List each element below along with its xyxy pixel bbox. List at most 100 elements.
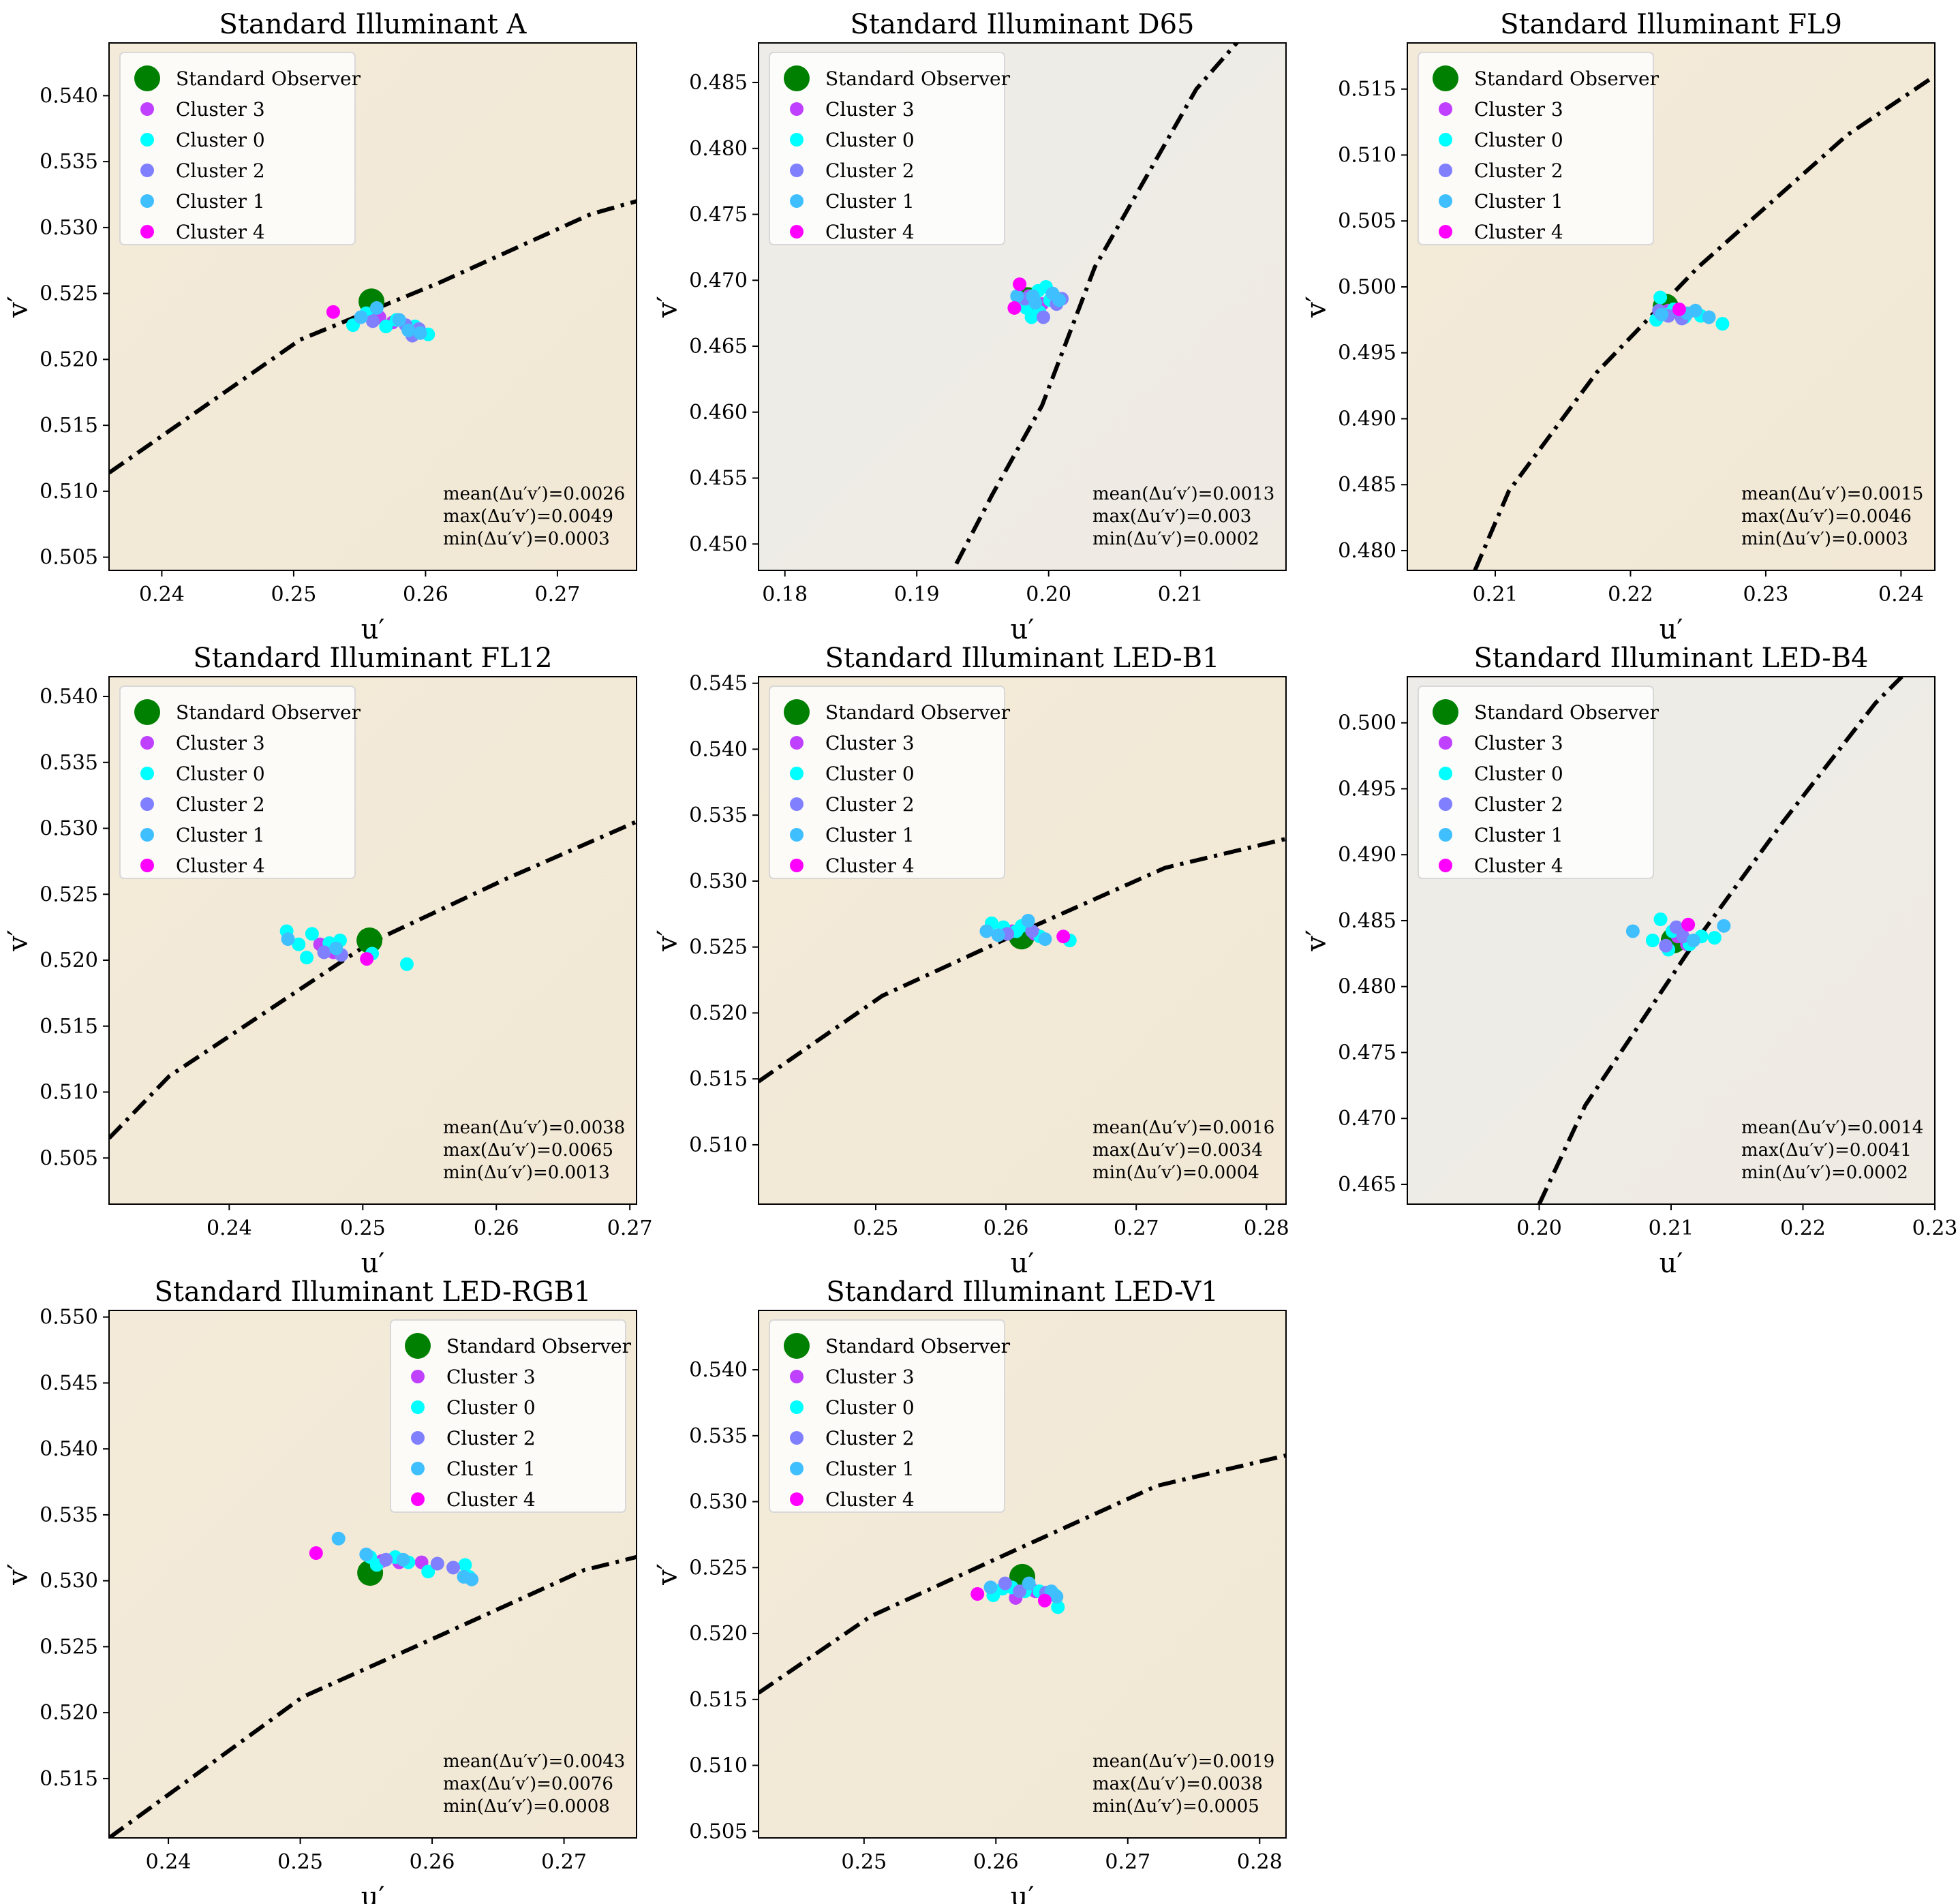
y-tick-label: 0.510: [689, 1754, 748, 1778]
legend: Standard Observer Cluster 3 Cluster 0 Clust…: [390, 1319, 632, 1513]
cluster-4-point: [1056, 930, 1071, 944]
y-tick-label: 0.495: [1338, 341, 1396, 365]
y-tick-label: 0.545: [40, 1371, 98, 1395]
y-tick-label: 0.520: [40, 949, 98, 972]
legend-label: Cluster 4: [1474, 221, 1563, 243]
cluster-1-point: [1688, 303, 1702, 318]
cluster-1-point: [1625, 924, 1640, 938]
cluster-1-point: [354, 310, 368, 324]
cluster-0-point: [458, 1558, 472, 1572]
x-tick-label: 0.22: [1780, 1216, 1826, 1240]
legend-box: [769, 1319, 1005, 1513]
legend-marker-cluster-3: [1439, 102, 1452, 116]
cluster-1-point: [983, 1580, 998, 1595]
y-tick-label: 0.510: [40, 480, 98, 504]
legend-label: Cluster 3: [825, 98, 915, 121]
cluster-0-point: [1653, 290, 1668, 305]
cluster-1-point: [991, 928, 1005, 942]
cluster-4-point: [309, 1546, 323, 1561]
x-tick-label: 0.25: [271, 583, 317, 606]
legend-label: Cluster 1: [446, 1458, 536, 1480]
x-tick-label: 0.27: [1114, 1216, 1159, 1240]
x-axis-label: u′: [361, 614, 385, 645]
cluster-1-point: [1655, 307, 1669, 322]
legend-label: Cluster 2: [1474, 159, 1563, 182]
cluster-4-point: [360, 952, 374, 966]
legend-label: Cluster 2: [446, 1427, 536, 1449]
y-tick-label: 0.525: [689, 936, 748, 959]
legend-marker-standard-observer: [134, 699, 160, 725]
legend-label: Cluster 0: [825, 1396, 915, 1419]
y-tick-label: 0.525: [40, 282, 98, 306]
y-axis-label: v′: [652, 930, 684, 952]
x-tick-label: 0.27: [1105, 1850, 1150, 1874]
x-axis-label: u′: [361, 1882, 385, 1904]
x-tick-label: 0.26: [410, 1850, 455, 1874]
x-tick-label: 0.27: [607, 1216, 653, 1240]
legend-marker-cluster-0: [1439, 133, 1452, 147]
cluster-0-point: [1653, 912, 1668, 927]
legend-label: Cluster 2: [825, 159, 915, 182]
legend-marker-cluster-3: [411, 1370, 425, 1383]
y-tick-label: 0.475: [1338, 1041, 1396, 1064]
legend-marker-cluster-2: [140, 797, 154, 811]
y-tick-label: 0.480: [689, 137, 748, 161]
legend-marker-cluster-4: [1439, 859, 1452, 872]
legend-marker-cluster-2: [790, 164, 804, 177]
cluster-0-point: [379, 320, 393, 334]
legend-marker-cluster-2: [1439, 797, 1452, 811]
y-tick-label: 0.525: [40, 1635, 98, 1659]
cluster-4-point: [1681, 917, 1696, 932]
x-tick-label: 0.28: [1244, 1216, 1289, 1240]
legend-label: Cluster 1: [1474, 824, 1563, 846]
legend-label: Cluster 0: [1474, 129, 1563, 151]
y-axis-label: v′: [1301, 930, 1332, 952]
x-axis-label: u′: [1011, 1248, 1035, 1279]
legend-marker-cluster-0: [1439, 767, 1452, 780]
legend-marker-cluster-4: [411, 1492, 425, 1506]
stat-annotation: mean(Δu′v′)=0.0013: [1092, 484, 1274, 504]
chart-panel: 0.24 0.25 0.26 0.27 0.515 0.520 0.525 0.530 0.53…: [3, 1276, 637, 1904]
cluster-1-point: [1702, 310, 1716, 324]
y-tick-label: 0.515: [40, 1767, 98, 1791]
legend-label: Cluster 0: [825, 129, 915, 151]
planckian-locus-line: [109, 199, 637, 475]
y-tick-label: 0.505: [40, 1146, 98, 1170]
legend-marker-standard-observer: [784, 1333, 810, 1359]
legend-box: [769, 686, 1005, 879]
y-tick-label: 0.540: [40, 685, 98, 709]
x-tick-label: 0.24: [146, 1850, 192, 1874]
x-tick-label: 0.21: [1158, 583, 1204, 606]
y-tick-label: 0.550: [40, 1306, 98, 1330]
legend: Standard Observer Cluster 3 Cluster 0 Clust…: [1418, 686, 1659, 879]
y-tick-label: 0.545: [689, 672, 748, 696]
x-tick-label: 0.26: [403, 583, 448, 606]
x-axis-label: u′: [1011, 614, 1035, 645]
stat-annotation: min(Δu′v′)=0.0003: [443, 529, 610, 549]
y-tick-label: 0.530: [40, 817, 98, 841]
stat-annotation: max(Δu′v′)=0.0034: [1092, 1140, 1263, 1161]
legend-label: Cluster 0: [176, 129, 265, 151]
y-tick-label: 0.530: [689, 1490, 748, 1514]
legend-label: Cluster 3: [176, 732, 265, 754]
legend-label: Cluster 2: [176, 159, 265, 182]
chart-panel: 0.18 0.19 0.20 0.21 0.450 0.455 0.460 0.465 0.47…: [652, 9, 1287, 645]
y-tick-label: 0.450: [689, 532, 748, 556]
planckian-locus-line: [109, 1554, 637, 1838]
stat-annotation: max(Δu′v′)=0.0049: [443, 506, 613, 527]
legend-label: Cluster 3: [176, 98, 265, 121]
cluster-0-point: [1051, 1600, 1065, 1614]
stat-annotation: max(Δu′v′)=0.0038: [1092, 1774, 1263, 1794]
y-tick-label: 0.525: [689, 1556, 748, 1580]
x-tick-label: 0.25: [841, 1850, 887, 1874]
legend-label: Standard Observer: [825, 1335, 1011, 1357]
stat-annotation: mean(Δu′v′)=0.0043: [443, 1751, 625, 1772]
cluster-1-point: [329, 941, 343, 955]
legend-label: Standard Observer: [176, 67, 361, 90]
cluster-2-point: [1659, 938, 1673, 953]
stat-annotation: max(Δu′v′)=0.0076: [443, 1774, 613, 1794]
legend-marker-cluster-1: [790, 1462, 804, 1475]
chart-panel: 0.25 0.26 0.27 0.28 0.510 0.515 0.520 0.525 0.53…: [652, 643, 1289, 1279]
stat-annotation: min(Δu′v′)=0.0002: [1741, 1163, 1908, 1183]
chart-title: Standard Illuminant LED-RGB1: [154, 1276, 591, 1308]
